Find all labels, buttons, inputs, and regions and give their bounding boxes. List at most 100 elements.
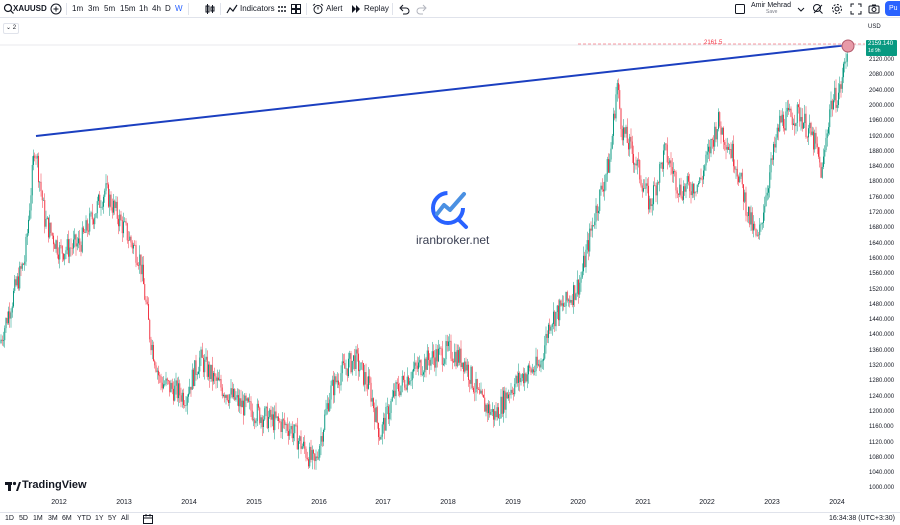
layout-icon[interactable] [290,3,302,15]
fullscreen-icon[interactable] [850,3,862,15]
quick-search-icon[interactable] [812,3,824,15]
date-range-icon[interactable] [142,513,154,525]
candle-body [65,250,67,254]
range-1y[interactable]: 1Y [95,515,104,522]
user-name[interactable]: Amir Mehrad [751,2,792,9]
candle-body [164,384,166,385]
candle-body [11,306,13,313]
range-3m[interactable]: 3M [48,515,58,522]
chevron-down-icon[interactable] [795,3,807,15]
search-icon[interactable] [3,3,15,15]
candle-body [121,220,123,234]
price-chart[interactable]: 2161.5 [0,18,865,496]
candle-body [655,185,657,196]
top-toolbar: XAUUSD 1m 3m 5m 15m 1h 4h D W Indicators… [0,0,900,18]
candle-body [548,324,549,338]
candle-body [628,142,629,150]
save-label[interactable]: Save [766,9,778,15]
price-axis[interactable]: 2120.000 2080.000 2040.000 2000.000 1960.000… [865,18,900,496]
timeframe-3m[interactable]: 3m [88,4,100,13]
candle-body [296,425,298,450]
currency-label[interactable]: USD [868,24,881,30]
camera-icon[interactable] [868,3,880,15]
timeframe-w[interactable]: W [175,4,183,13]
gear-icon[interactable] [831,3,843,15]
candle-body [288,430,289,436]
replay-icon[interactable] [350,3,362,15]
clock[interactable]: 16:34:38 (UTC+3:30) [829,515,895,522]
candle-body [53,235,54,245]
indicators-icon[interactable] [226,3,238,15]
range-1d[interactable]: 1D [5,515,14,522]
candle-body [713,139,714,147]
candle-body [229,394,231,403]
candle-body [376,407,378,424]
candle-body [720,126,722,135]
candle-body [510,389,512,395]
candle-body [554,311,556,327]
candles [0,50,848,470]
candle-body [335,376,337,383]
candles-icon[interactable] [204,3,216,15]
candle-body [670,160,672,168]
indicators-button[interactable]: Indicators [240,4,275,13]
timeframe-15m[interactable]: 15m [120,4,136,13]
chart-pane[interactable]: 2161.5 [0,18,865,496]
trendline[interactable] [35,44,849,137]
candle-body [323,430,324,442]
candle-body [201,349,203,358]
candle-body [711,138,713,140]
timeframe-1m[interactable]: 1m [72,4,84,13]
candle-body [130,236,132,243]
redo-icon[interactable] [416,3,428,15]
templates-icon[interactable] [276,3,288,15]
candle-body [230,388,232,395]
candle-body [188,393,189,397]
current-price-tag: 2159.140 1d 9h [866,40,897,56]
range-5d[interactable]: 5D [19,515,28,522]
timeframe-d[interactable]: D [165,4,171,13]
candle-body [826,133,828,138]
undo-icon[interactable] [398,3,410,15]
candle-body [135,245,137,263]
time-axis[interactable]: 2012 2013 2014 2015 2016 2017 2018 2019 2020 2021… [0,496,865,512]
candle-body [110,194,112,208]
candle-body [159,375,161,377]
candle-body [316,456,318,458]
candle-body [420,360,422,375]
candle-body [699,177,701,183]
publish-button[interactable]: Pu [885,1,900,16]
candle-body [441,348,443,365]
range-all[interactable]: All [121,515,129,522]
timeframe-5m[interactable]: 5m [104,4,116,13]
candle-body [119,214,121,227]
range-ytd[interactable]: YTD [77,515,91,522]
candle-body [153,344,154,361]
symbol-name[interactable]: XAUUSD [13,4,47,13]
timeframe-4h[interactable]: 4h [152,4,161,13]
replay-button[interactable]: Replay [364,4,389,13]
candle-body [605,174,607,182]
alert-icon[interactable] [312,3,324,15]
range-6m[interactable]: 6M [62,515,72,522]
range-5y[interactable]: 5Y [108,515,117,522]
candle-body [673,170,674,174]
candle-body [450,340,452,359]
anchor-point[interactable] [841,39,855,53]
candle-body [703,170,704,180]
timeframe-1h[interactable]: 1h [139,4,148,13]
add-symbol-icon[interactable] [50,3,62,15]
candle-body [140,254,142,275]
candle-body [298,440,299,450]
alert-button[interactable]: Alert [326,4,343,13]
candle-body [813,131,814,150]
layout-square-icon[interactable] [734,3,746,15]
candle-body [284,420,286,426]
legend-toggle[interactable]: ⌄ 2 [3,23,19,34]
range-1m[interactable]: 1M [33,515,43,522]
candle-body [206,356,208,377]
candle-body [270,409,272,420]
candle-body [389,412,391,420]
candle-body [829,109,831,128]
candle-body [770,158,772,173]
